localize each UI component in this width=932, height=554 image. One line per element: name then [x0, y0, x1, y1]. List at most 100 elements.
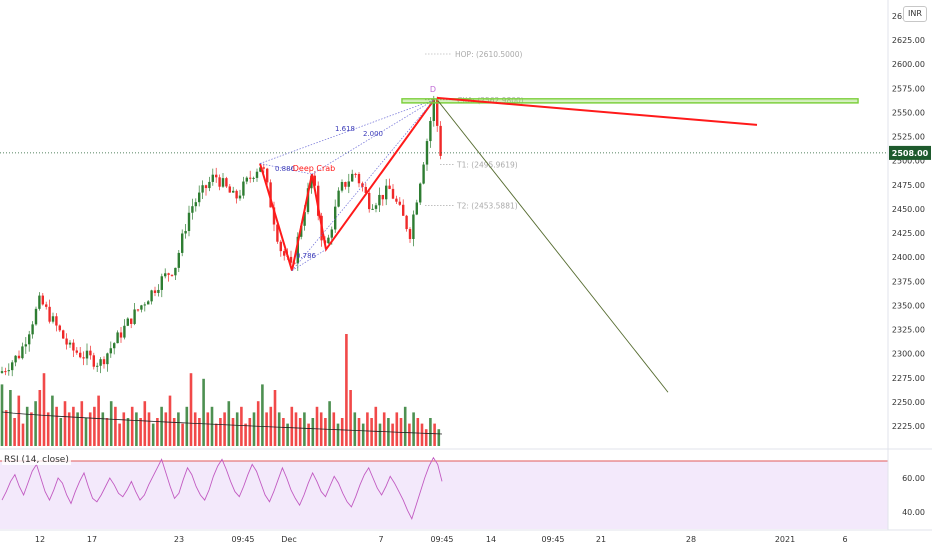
volume-bar: [80, 401, 84, 446]
volume-bar: [294, 412, 298, 446]
volume-bar: [55, 406, 58, 446]
volume-bar: [151, 423, 155, 446]
volume-bar: [160, 406, 163, 446]
candle: [187, 212, 191, 231]
price-tick-label: 2575.00: [892, 84, 925, 93]
volume-bar: [403, 406, 407, 446]
rsi-line: [1, 456, 443, 520]
candle: [184, 230, 187, 234]
volume-bar: [172, 418, 176, 446]
volume-bar: [46, 412, 50, 446]
candle: [283, 251, 286, 256]
candle: [245, 177, 248, 182]
trendline: [436, 96, 758, 126]
volume-bar: [235, 412, 239, 446]
candle: [361, 183, 364, 187]
candle: [218, 177, 221, 187]
candle: [150, 290, 153, 302]
candle: [221, 178, 225, 187]
volume-bar: [277, 412, 281, 446]
candle: [143, 304, 146, 306]
candle: [269, 182, 272, 208]
volume-bar: [412, 412, 415, 446]
candle: [354, 173, 357, 175]
price-tick-label: 2375.00: [892, 277, 925, 286]
candle: [34, 308, 38, 325]
candle: [113, 343, 116, 349]
time-tick-label: 14: [486, 535, 496, 544]
volume-bar: [378, 423, 382, 446]
candle: [368, 192, 371, 210]
volume-bar: [282, 418, 285, 446]
volume-ma-line: [1, 411, 443, 435]
resistance-zone: [401, 98, 859, 104]
volume-bar: [109, 401, 113, 446]
candle: [385, 185, 388, 200]
candle: [378, 194, 381, 206]
candle: [327, 237, 330, 244]
volume-bar: [437, 429, 441, 446]
candle: [289, 256, 293, 263]
candle: [28, 334, 31, 345]
volume-bar: [424, 429, 428, 446]
volume-bar: [223, 412, 226, 446]
price-tick-label: 2325.00: [892, 326, 925, 335]
ratio-label: 1.618: [335, 125, 355, 133]
volume-bar: [248, 418, 252, 446]
candle: [58, 325, 61, 331]
candle: [225, 178, 228, 187]
candle: [432, 98, 435, 121]
candle: [306, 188, 310, 213]
candle: [357, 173, 361, 184]
price-tick-label: 2525.00: [892, 133, 925, 142]
candle: [235, 190, 238, 199]
volume-bar: [76, 412, 79, 446]
price-tick-label: 2625.00: [892, 36, 925, 45]
rsi-legend[interactable]: RSI (14, close): [2, 455, 71, 465]
candle: [408, 229, 412, 239]
volume-bar: [210, 406, 214, 446]
level-label: T1: (2495.9619): [456, 161, 518, 170]
projection-line: [437, 100, 669, 393]
candle: [170, 274, 174, 276]
candle: [51, 316, 55, 322]
candle: [116, 332, 119, 344]
time-tick-label: 23: [174, 535, 184, 544]
candle: [303, 212, 306, 226]
volume-bar: [315, 406, 319, 446]
candle: [374, 205, 378, 209]
volume-bar: [42, 373, 46, 446]
time-tick-label: 17: [87, 535, 97, 544]
candle: [133, 309, 136, 324]
volume-bar: [105, 418, 109, 446]
volume-bar: [126, 418, 130, 446]
volume-bar: [240, 406, 243, 446]
volume-bar: [118, 423, 121, 446]
price-tick-label: 2600.00: [892, 60, 925, 69]
time-tick-label: 09:45: [430, 535, 453, 544]
candle: [317, 185, 320, 216]
rsi-tick-label: 60.00: [902, 474, 925, 483]
volume-bar: [21, 423, 25, 446]
candle: [313, 175, 316, 186]
volume-bar: [17, 395, 21, 446]
volume-bar: [38, 390, 42, 446]
volume-bar: [34, 401, 37, 446]
volume-bar: [72, 406, 75, 446]
pattern-point-label: D: [430, 85, 436, 94]
resistance-zone-fill: [403, 99, 857, 102]
last-price-badge: [889, 145, 931, 160]
ratio-label: 2.000: [363, 130, 383, 138]
candle: [106, 353, 109, 365]
currency-button[interactable]: INR: [903, 6, 927, 22]
volume-bar: [122, 412, 126, 446]
time-tick-label: Dec: [281, 535, 296, 544]
time-tick-label: 21: [596, 535, 606, 544]
price-tick-label: 2250.00: [892, 398, 925, 407]
candle: [157, 289, 160, 293]
volume-bar: [374, 406, 378, 446]
rsi-band: [0, 461, 888, 529]
candle: [4, 371, 7, 373]
